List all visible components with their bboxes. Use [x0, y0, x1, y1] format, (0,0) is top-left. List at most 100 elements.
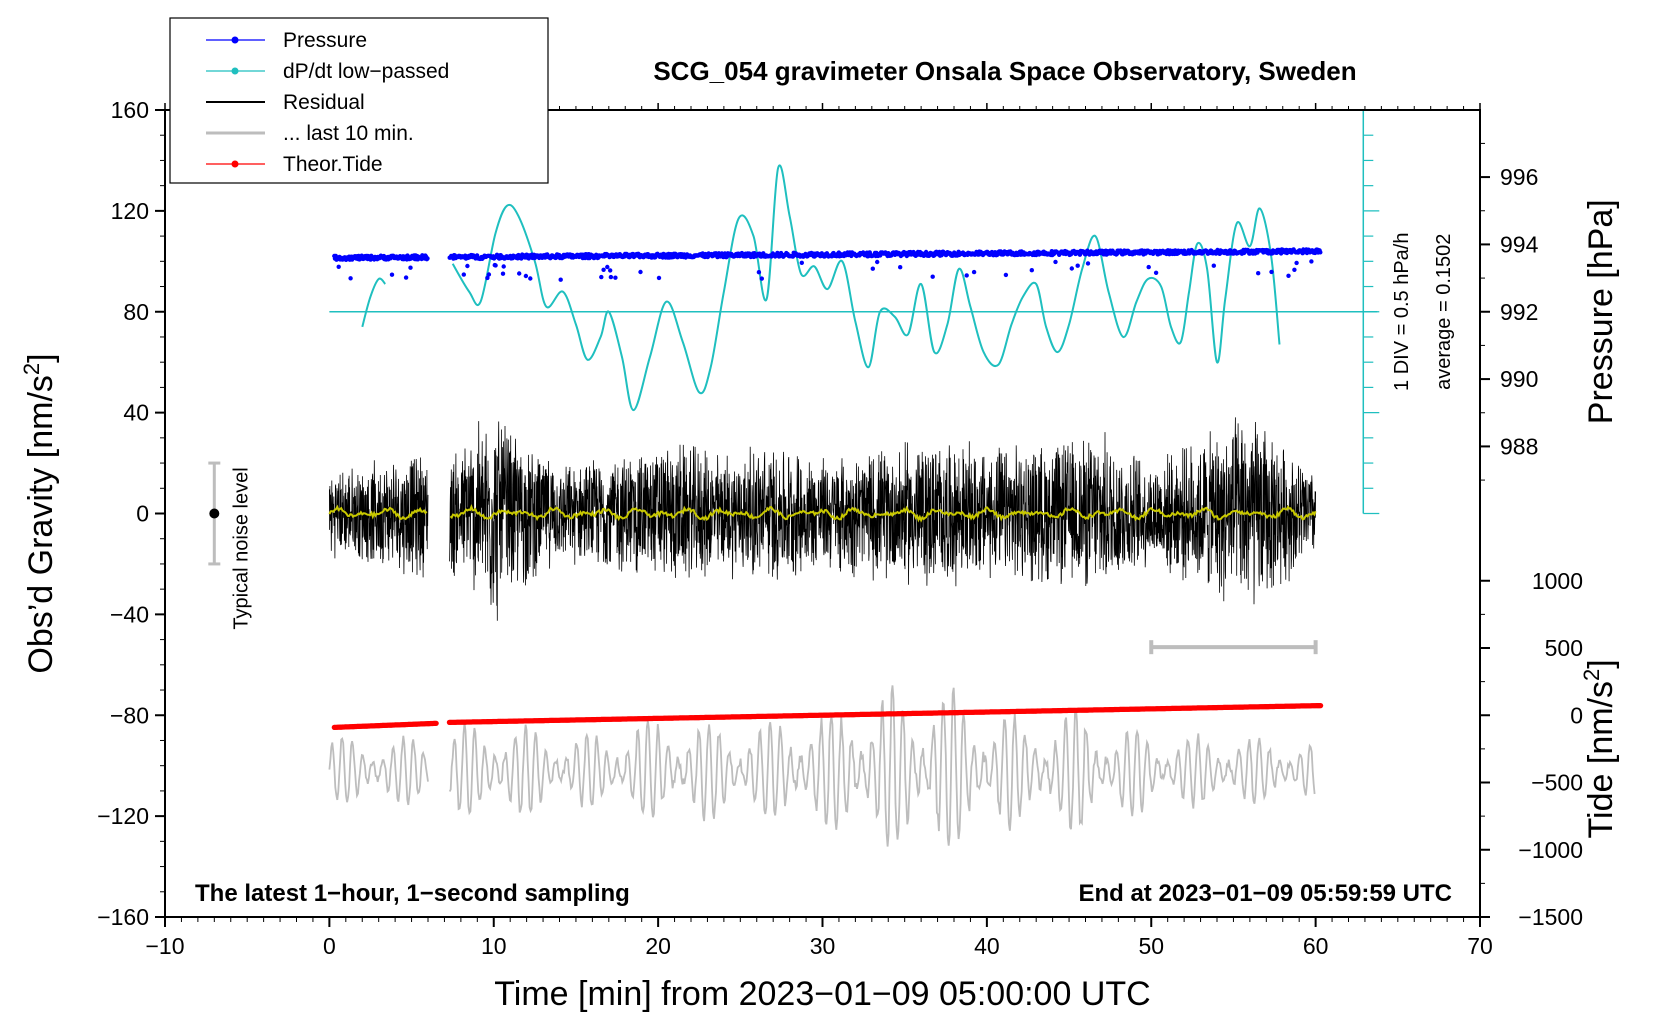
pressure-point: [1003, 272, 1009, 278]
plot-data-layer: [328, 109, 1380, 847]
series-residual: [329, 417, 1316, 621]
x-tick-label: 50: [1138, 933, 1164, 959]
pressure-point: [1309, 259, 1314, 264]
pressure-point: [1256, 271, 1261, 276]
pressure-tick-label: 990: [1500, 366, 1538, 392]
tide-axis-title-main: Tide [nm/s: [1582, 681, 1620, 838]
pressure-point: [408, 265, 413, 270]
tide-tick-label: 1000: [1532, 568, 1583, 594]
pressure-point: [1153, 270, 1159, 275]
pressure-point: [1211, 263, 1217, 268]
series-last-10-min: [328, 685, 1316, 847]
tide-axis-title-sup: 2: [1579, 669, 1604, 681]
annotation-layer: SCG_054 gravimeter Onsala Space Observat…: [195, 56, 1455, 907]
note-end-time: End at 2023−01−09 05:59:59 UTC: [1078, 880, 1452, 907]
pressure-point: [389, 272, 395, 277]
pressure-tick-label: 992: [1500, 299, 1538, 325]
y-tick-label: −160: [97, 904, 149, 930]
pressure-point: [1292, 267, 1297, 272]
legend-box: [169, 17, 549, 184]
pressure-axis-title: Pressure [hPa]: [1582, 199, 1620, 424]
pressure-point: [930, 274, 935, 279]
y-tick-label: 0: [136, 501, 149, 527]
dpdt-div-label: 1 DIV = 0.5 hPa/h: [1391, 233, 1413, 391]
y-axis-title-main: Obs’d Gravity [nm/s: [22, 375, 60, 674]
pressure-point: [1053, 259, 1058, 265]
pressure-point: [608, 274, 614, 280]
pressure-point: [461, 272, 466, 277]
legend-label: Theor.Tide: [283, 153, 383, 176]
legend-swatch-marker: [231, 67, 239, 75]
pressure-point: [485, 275, 490, 281]
pressure-point: [558, 277, 563, 282]
pressure-point: [465, 263, 470, 269]
pressure-point: [1286, 273, 1291, 278]
tide-point: [1318, 703, 1324, 709]
chart-title: SCG_054 gravimeter Onsala Space Observat…: [653, 56, 1356, 86]
tide-tick-label: −1000: [1518, 837, 1583, 863]
pressure-point: [870, 266, 875, 271]
x-axis-title: Time [min] from 2023−01−09 05:00:00 UTC: [494, 975, 1150, 1013]
x-tick-label: 60: [1303, 933, 1329, 959]
pressure-point: [1294, 260, 1299, 266]
x-tick-label: 10: [481, 933, 507, 959]
y-axis-title-end: ]: [22, 353, 60, 362]
x-tick-label: 70: [1467, 933, 1493, 959]
y-tick-label: −40: [110, 601, 149, 627]
noise-level-label: Typical noise level: [230, 467, 252, 629]
legend-label: Pressure: [283, 29, 367, 52]
pressure-point: [425, 256, 430, 261]
pressure-point: [1146, 264, 1151, 270]
legend-label: ... last 10 min.: [283, 122, 414, 145]
pressure-point: [403, 275, 409, 280]
noise-bar-center: [209, 508, 220, 519]
series-smoothed-residual: [328, 504, 1317, 523]
pressure-point: [799, 260, 804, 265]
pressure-point: [601, 267, 606, 272]
y-tick-label: 80: [123, 299, 149, 325]
y-tick-label: −120: [97, 803, 149, 829]
tide-tick-label: 500: [1545, 635, 1583, 661]
pressure-point: [501, 264, 506, 269]
dpdt-average-label: average = 0.1502: [1433, 234, 1455, 390]
pressure-point: [517, 271, 522, 276]
pressure-point: [656, 275, 662, 281]
pressure-point: [608, 268, 613, 273]
legend-label: Residual: [283, 91, 365, 114]
pressure-point: [486, 272, 492, 277]
pressure-point: [336, 264, 341, 269]
tide-tick-label: 0: [1570, 702, 1583, 728]
legend-label: dP/dt low−passed: [283, 60, 449, 83]
series-theor-tide: [331, 703, 1324, 731]
y-tick-label: −80: [110, 702, 149, 728]
tide-point: [433, 720, 439, 726]
axes-layer: −10 0 10 20 30 40 50 60 7016012080400−40−80−120−…: [19, 97, 1620, 1013]
pressure-point: [1029, 268, 1035, 273]
pressure-point: [964, 273, 969, 278]
pressure-point: [605, 264, 610, 270]
pressure-point: [1318, 250, 1323, 255]
pressure-point: [971, 269, 977, 275]
series-dpdt-segment: [451, 164, 1281, 412]
pressure-point: [523, 273, 529, 279]
series-dpdt-segment: [361, 277, 387, 328]
pressure-point: [756, 270, 762, 275]
x-tick-label: 20: [645, 933, 671, 959]
pressure-point: [613, 275, 618, 280]
legend: Pressure dP/dt low−passed Residual ... last…: [169, 17, 549, 184]
pressure-point: [528, 276, 533, 281]
pressure-tick-label: 996: [1500, 164, 1538, 190]
pressure-point: [875, 259, 880, 265]
x-tick-label: −10: [145, 933, 184, 959]
pressure-point: [759, 276, 764, 281]
pressure-point: [348, 276, 353, 281]
pressure-point: [638, 269, 643, 275]
y-tick-label: 120: [111, 198, 149, 224]
tide-tick-label: −500: [1531, 770, 1583, 796]
legend-swatch-marker: [231, 160, 239, 168]
legend-swatch-marker: [231, 36, 239, 44]
pressure-point: [898, 265, 903, 270]
pressure-tick-label: 988: [1500, 433, 1538, 459]
